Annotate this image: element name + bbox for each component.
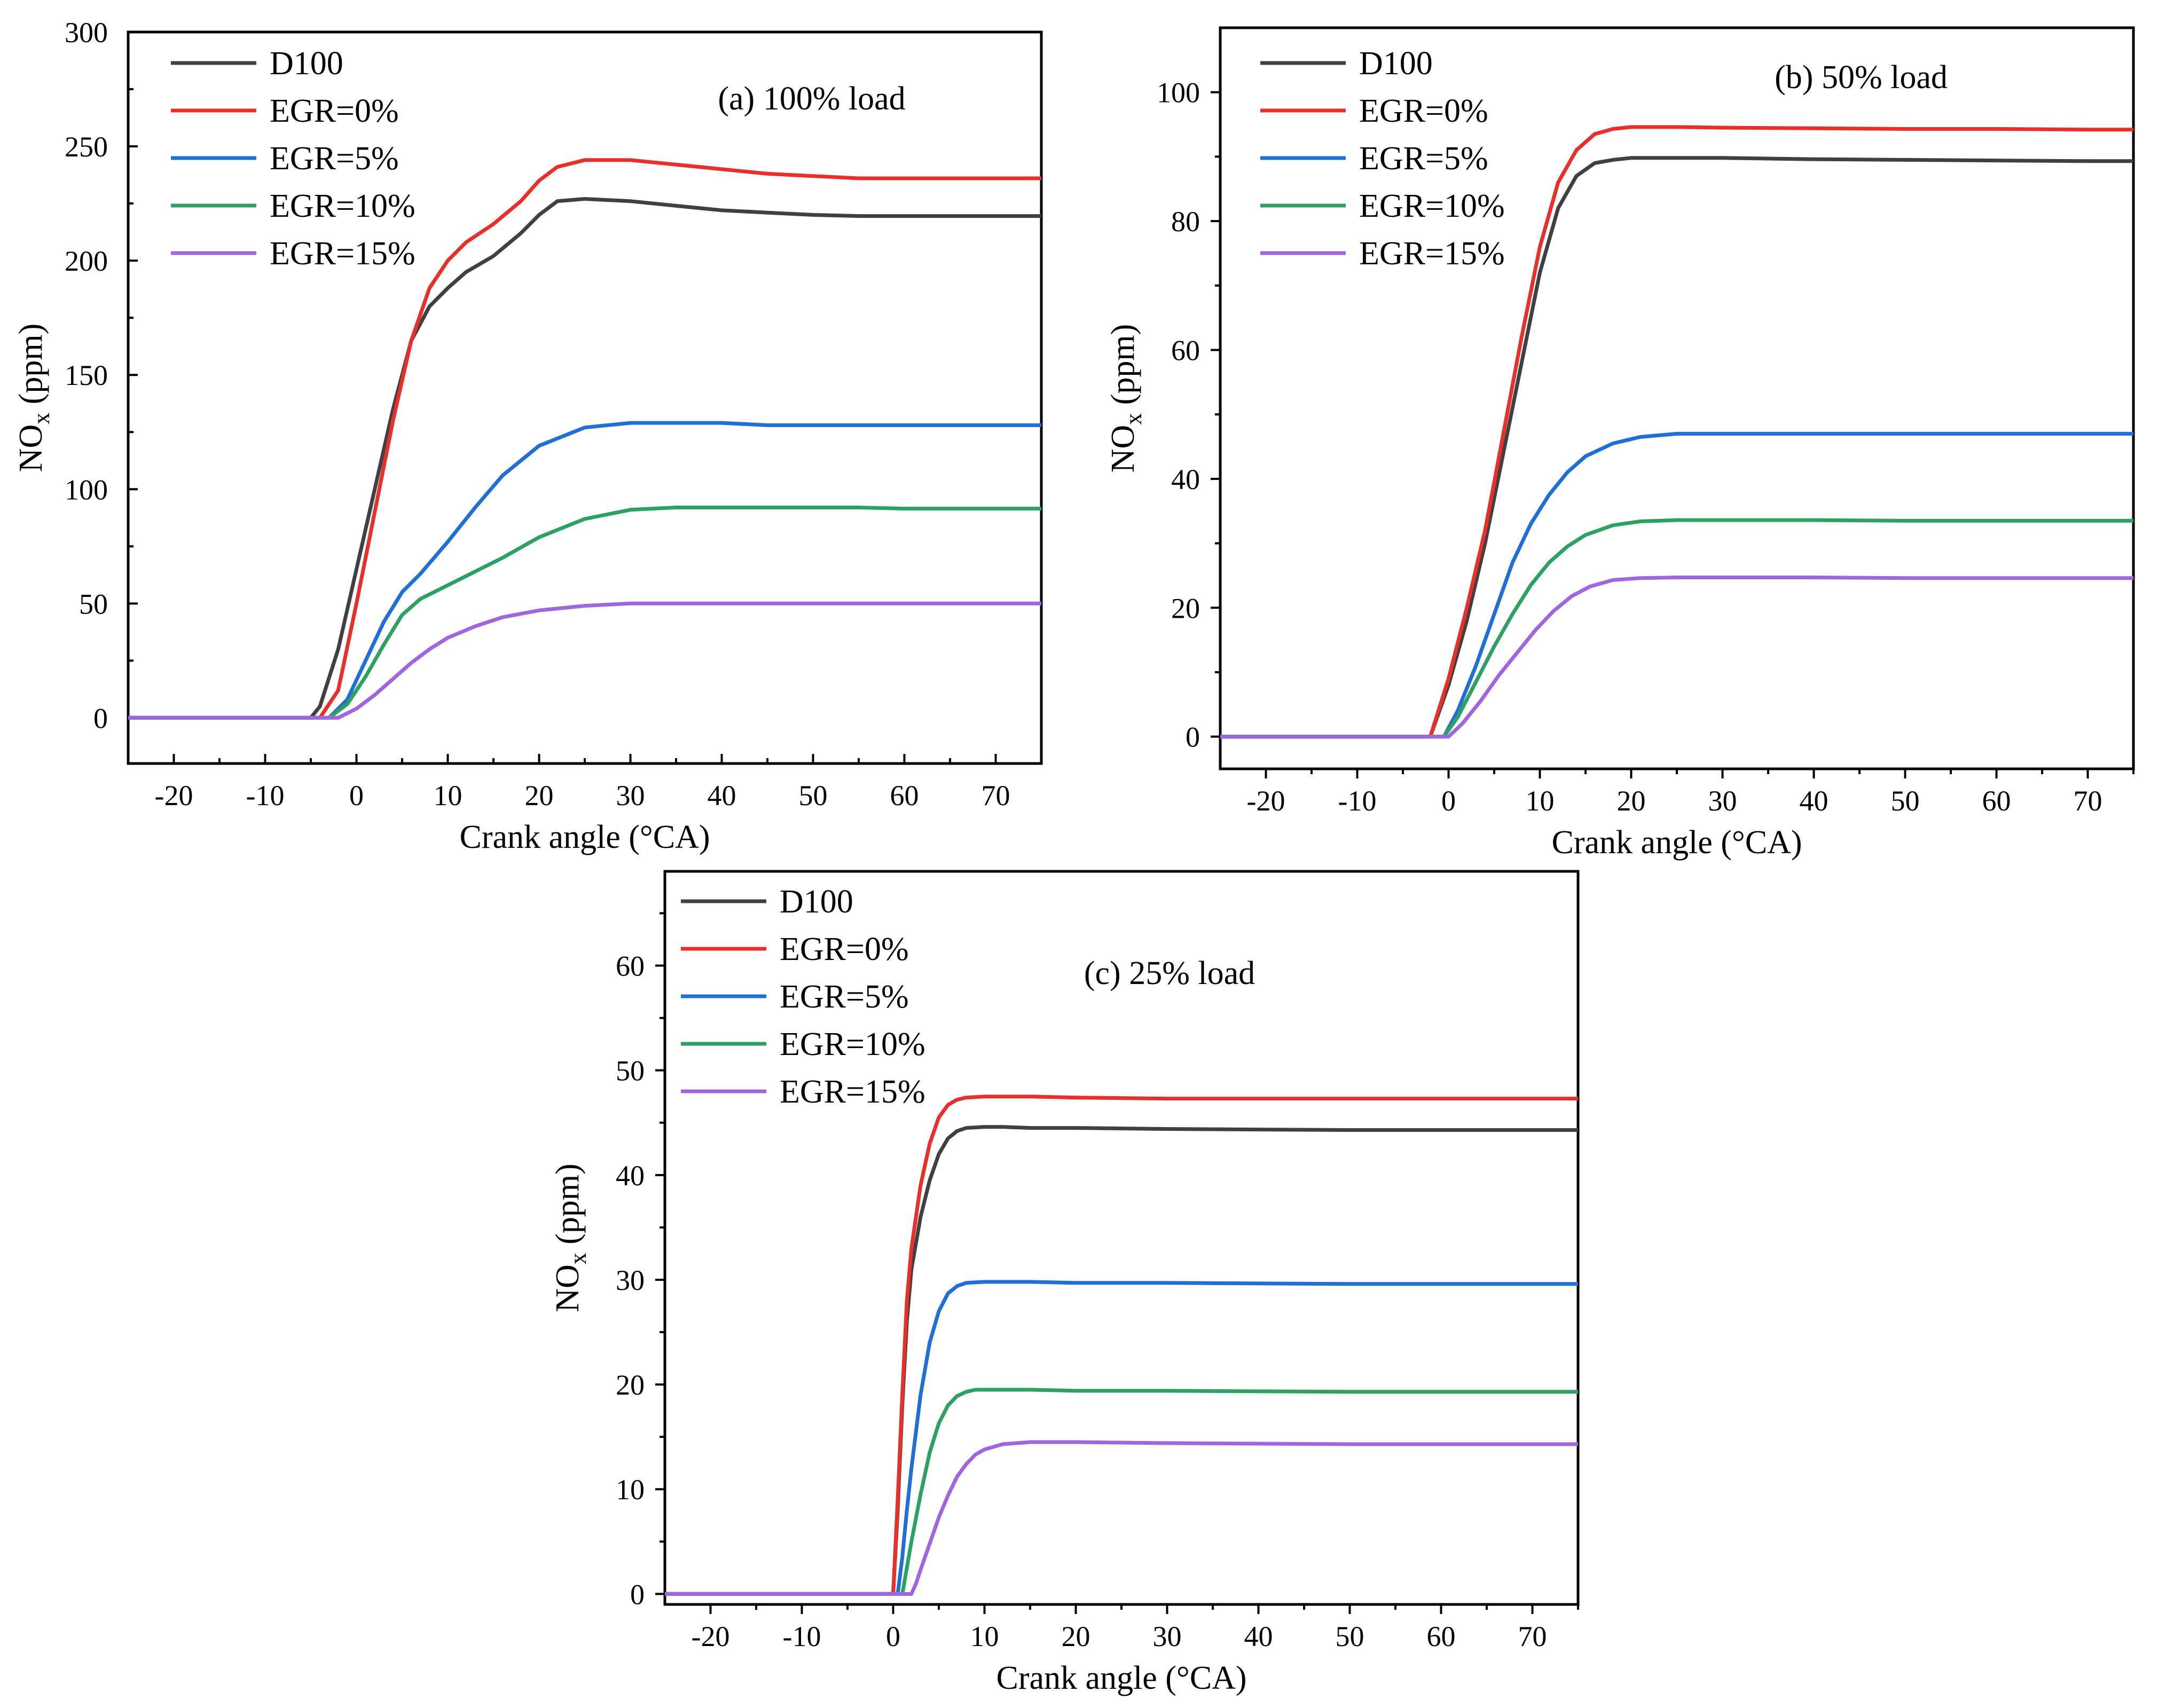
- legend-label: D100: [270, 45, 343, 82]
- series-line-egr-10-: [665, 1388, 1578, 1596]
- x-tick-label: 0: [1441, 785, 1456, 817]
- legend-label: EGR=15%: [780, 1074, 925, 1110]
- x-tick-label: 10: [1526, 785, 1555, 817]
- series-line-egr-5-: [1220, 431, 2133, 739]
- y-tick-label: 80: [1171, 206, 1200, 238]
- series-line-egr-15-: [665, 1440, 1578, 1596]
- x-tick-label: -20: [1247, 785, 1285, 817]
- series-group: [1220, 125, 2133, 739]
- legend-label: EGR=15%: [1359, 235, 1505, 272]
- x-tick-label: 60: [890, 780, 919, 812]
- panel-c-25-load: -20 -10 0 10 20 30 40 50 60 70 0 10 20 30 40 50 60 Crank …: [550, 870, 1580, 1696]
- series-group: [128, 158, 1041, 720]
- series-line-egr-15-: [128, 601, 1041, 720]
- series-line-egr-15-: [1220, 576, 2133, 739]
- y-tick-label: 300: [65, 17, 108, 49]
- x-tick-label: 70: [2074, 785, 2102, 817]
- x-tick-label: 20: [1617, 785, 1646, 817]
- x-axis-title: Crank angle (°CA): [996, 1660, 1247, 1696]
- series-line-egr-0-: [1220, 125, 2133, 739]
- x-tick-label: -20: [692, 1620, 730, 1652]
- panel-a-100-load: -20 -10 0 10 20 30 40 50 60 70 0 50 100 150 200 250 300 C…: [13, 17, 1043, 855]
- y-tick-label: 50: [616, 1055, 645, 1087]
- x-tick-label: 40: [1800, 785, 1829, 817]
- y-tick-label: 60: [616, 950, 645, 982]
- panel-annotation: (a) 100% load: [718, 81, 905, 117]
- x-tick-label: 30: [1153, 1620, 1182, 1652]
- y-tick-label: 0: [630, 1578, 645, 1610]
- x-tick-label: -10: [783, 1620, 821, 1652]
- x-tick-label: -10: [246, 780, 285, 812]
- x-tick-label: 70: [982, 780, 1010, 812]
- x-tick-label: 50: [1336, 1620, 1364, 1652]
- x-axis-title: Crank angle (°CA): [1552, 824, 1802, 861]
- x-tick-label: 50: [1891, 785, 1920, 817]
- series-group: [665, 1095, 1578, 1596]
- x-tick-label: 40: [1244, 1620, 1273, 1652]
- panel-annotation: (b) 50% load: [1775, 59, 1948, 96]
- series-line-egr-10-: [128, 506, 1041, 720]
- x-tick-label: -20: [155, 780, 193, 812]
- x-tick-label: -10: [1338, 785, 1377, 817]
- x-tick-label: 0: [886, 1620, 900, 1652]
- y-tick-label: 20: [616, 1369, 645, 1401]
- y-axis-title: NOx (ppm): [1105, 324, 1147, 473]
- series-line-d100: [665, 1125, 1578, 1596]
- x-tick-label: 20: [525, 780, 554, 812]
- legend-label: EGR=0%: [1359, 93, 1488, 129]
- legend-label: EGR=10%: [1359, 188, 1505, 224]
- legend-label: EGR=5%: [270, 140, 399, 177]
- x-axis-title: Crank angle (°CA): [460, 819, 710, 855]
- plot-frame: [127, 30, 1043, 765]
- y-tick-label: 200: [65, 245, 108, 277]
- legend-label: EGR=0%: [270, 93, 399, 129]
- series-line-d100: [1220, 156, 2133, 739]
- x-tick-label: 60: [1427, 1620, 1456, 1652]
- legend-label: D100: [780, 884, 853, 920]
- x-tick-label: 10: [434, 780, 462, 812]
- y-tick-label: 30: [616, 1264, 645, 1296]
- y-tick-label: 10: [616, 1474, 645, 1506]
- plot-frame: [1219, 26, 2135, 770]
- legend-label: EGR=5%: [1359, 140, 1488, 177]
- x-tick-label: 50: [799, 780, 828, 812]
- legend-label: EGR=15%: [270, 235, 415, 272]
- series-line-egr-0-: [665, 1095, 1578, 1596]
- x-tick-label: 20: [1062, 1620, 1090, 1652]
- y-tick-label: 60: [1171, 334, 1200, 366]
- y-axis-title: NOx (ppm): [13, 324, 54, 473]
- y-tick-label: 150: [65, 359, 108, 391]
- y-tick-label: 0: [1186, 721, 1200, 753]
- x-tick-label: 30: [1708, 785, 1737, 817]
- series-line-egr-10-: [1220, 518, 2133, 739]
- y-tick-label: 40: [1171, 463, 1200, 495]
- y-tick-label: 20: [1171, 592, 1200, 624]
- x-tick-label: 10: [970, 1620, 999, 1652]
- series-line-egr-5-: [128, 421, 1041, 720]
- x-tick-label: 30: [616, 780, 645, 812]
- panel-annotation: (c) 25% load: [1084, 955, 1255, 991]
- x-tick-label: 40: [708, 780, 736, 812]
- legend-label: EGR=10%: [780, 1026, 925, 1062]
- y-tick-label: 100: [1157, 77, 1200, 109]
- x-tick-label: 0: [349, 780, 364, 812]
- series-line-egr-5-: [665, 1280, 1578, 1596]
- legend-label: EGR=5%: [780, 979, 909, 1015]
- y-tick-label: 100: [65, 474, 108, 506]
- y-tick-label: 50: [79, 588, 108, 620]
- x-tick-label: 60: [1982, 785, 2011, 817]
- series-line-d100: [128, 197, 1041, 720]
- y-tick-label: 40: [616, 1160, 645, 1192]
- legend-label: EGR=0%: [780, 931, 909, 967]
- legend-label: EGR=10%: [270, 188, 415, 224]
- y-tick-label: 250: [65, 131, 108, 163]
- y-tick-label: 0: [93, 702, 108, 734]
- y-axis-title: NOx (ppm): [550, 1163, 591, 1312]
- panel-b-50-load: -20 -10 0 10 20 30 40 50 60 70 0 20 40 60 80 100 Crank a…: [1105, 26, 2135, 861]
- legend-label: D100: [1359, 45, 1433, 82]
- x-tick-label: 70: [1518, 1620, 1547, 1652]
- series-line-egr-0-: [128, 158, 1041, 720]
